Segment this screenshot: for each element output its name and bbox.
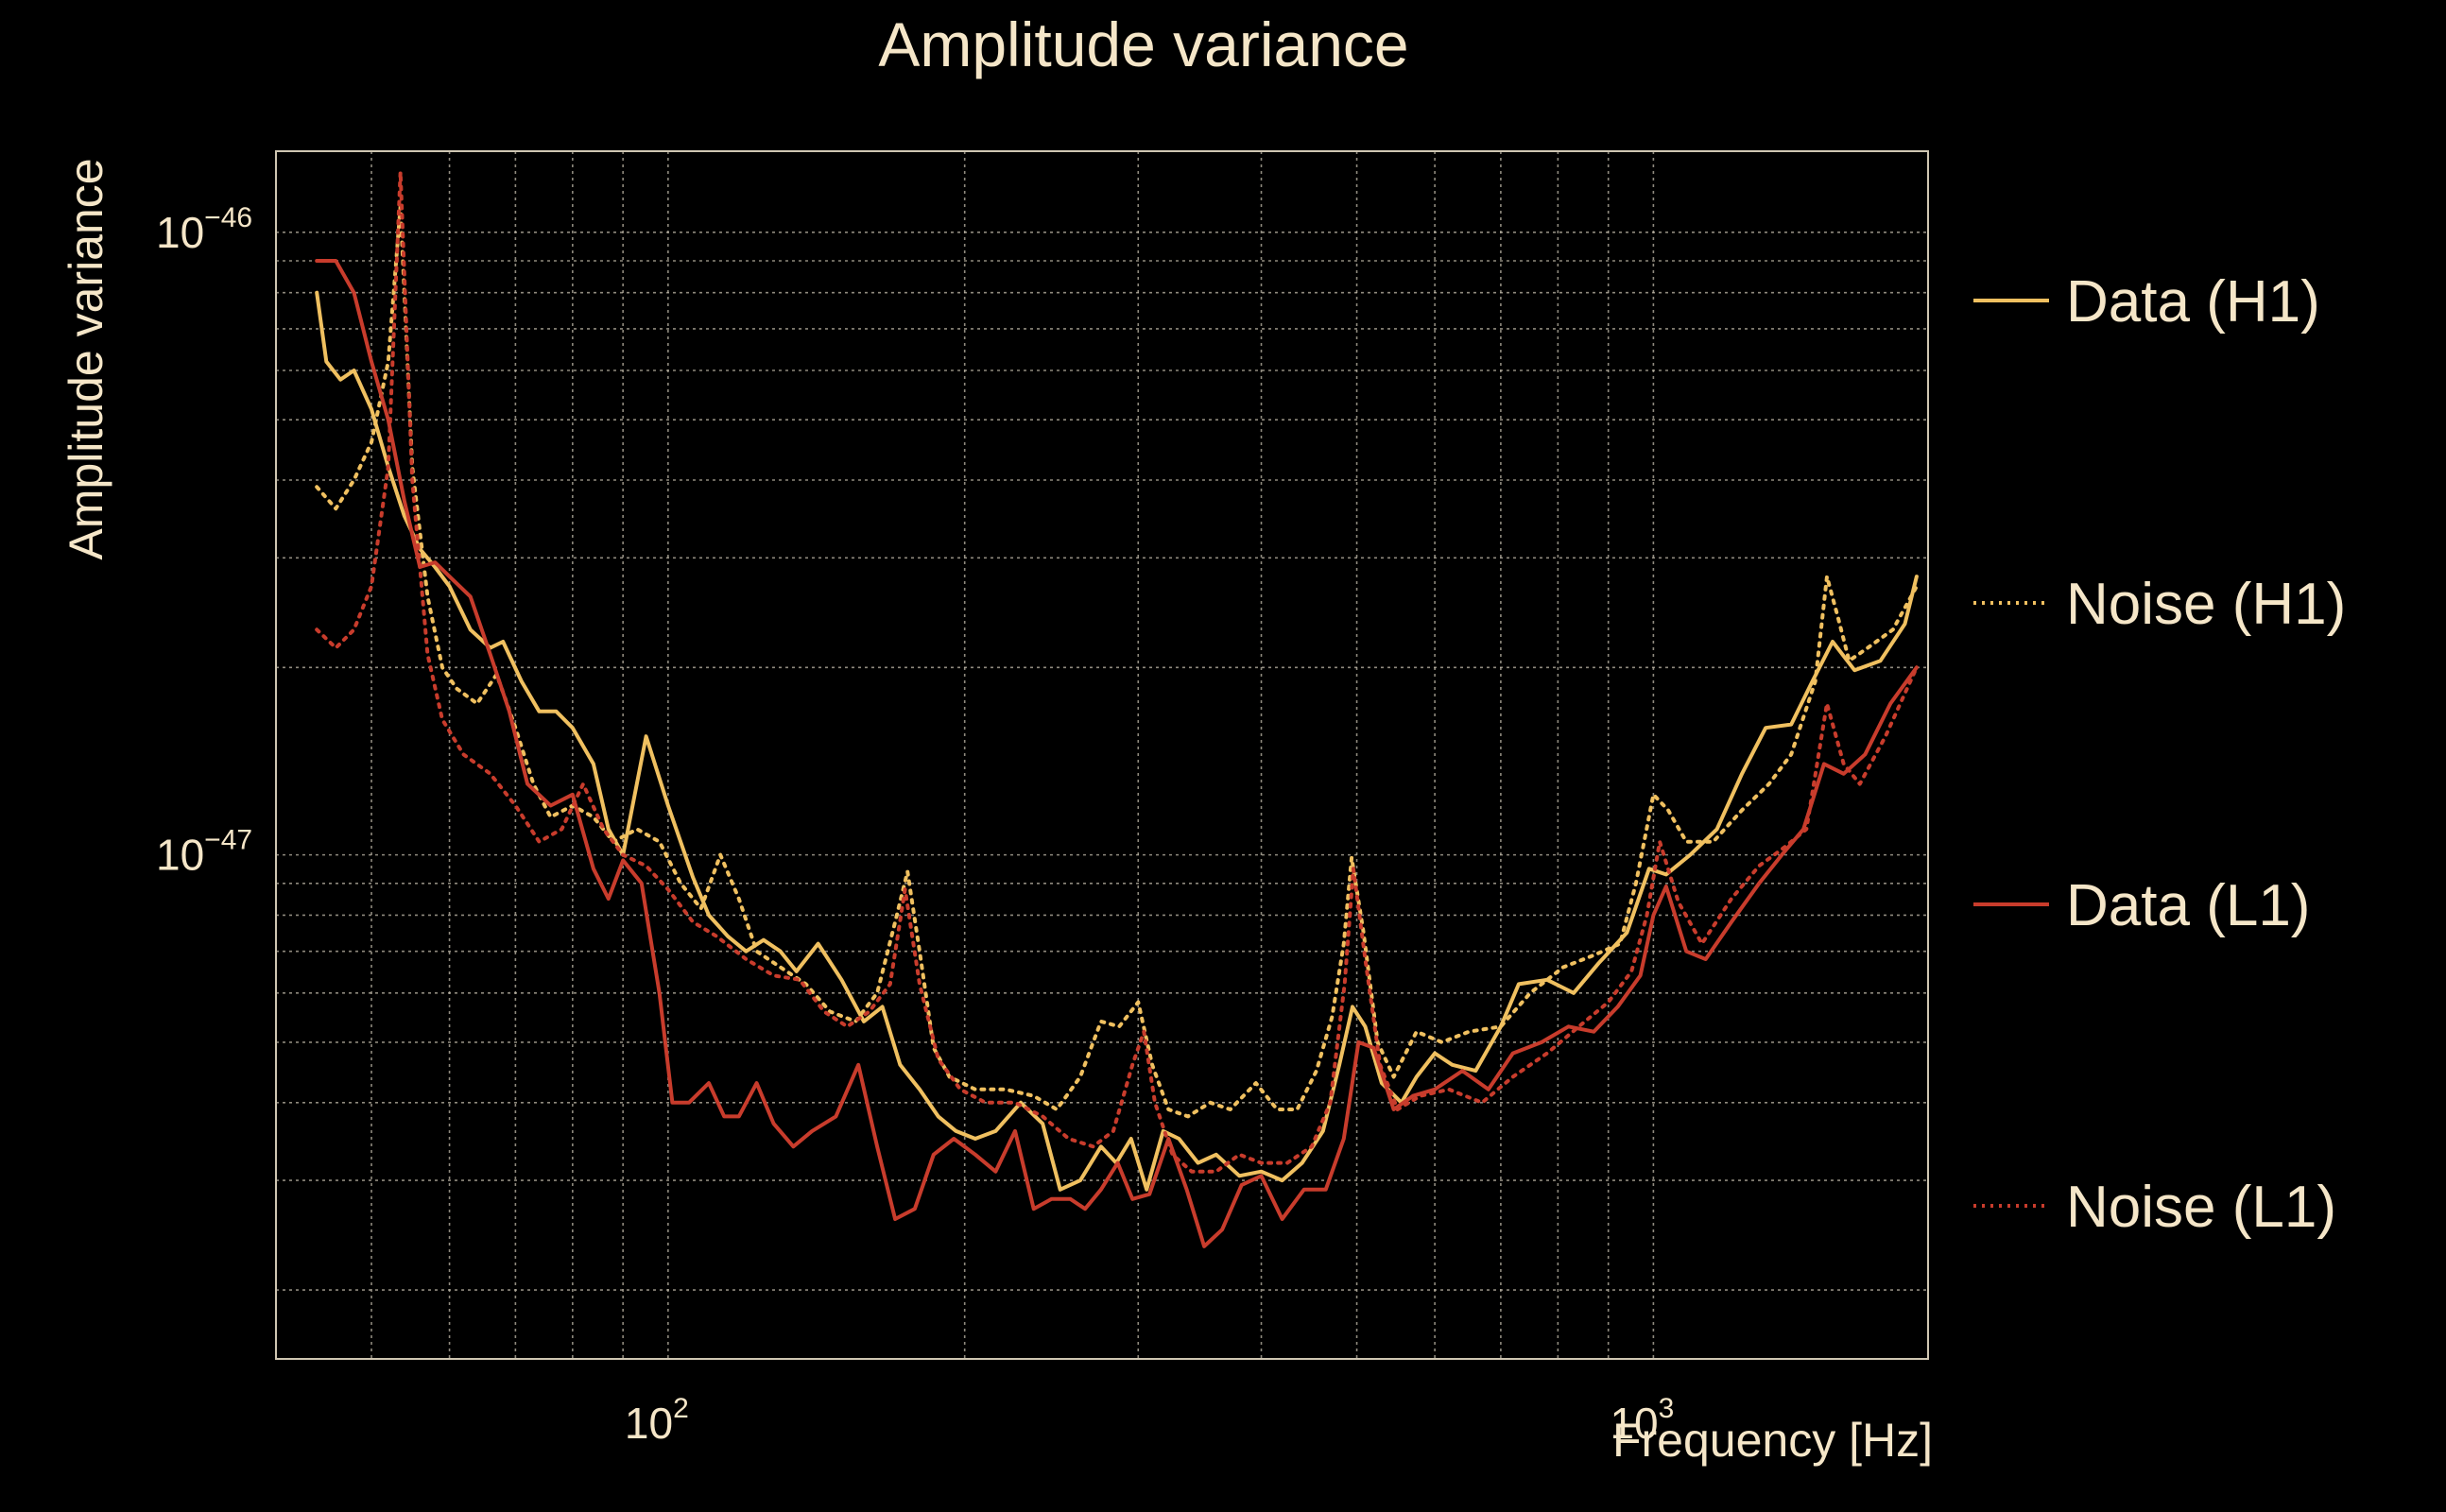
y-axis-label: Amplitude variance xyxy=(60,158,112,559)
series-lines xyxy=(315,170,1919,1248)
series-line-3 xyxy=(315,259,1919,1248)
series-line-1 xyxy=(315,290,1919,1192)
grid xyxy=(275,151,1928,1359)
legend-label: Data (L1) xyxy=(2066,873,2310,938)
chart-title: Amplitude variance xyxy=(878,9,1408,79)
legend-label: Noise (H1) xyxy=(2066,572,2346,637)
legend-label: Data (H1) xyxy=(2066,269,2320,335)
series-line-4 xyxy=(315,170,1919,1174)
y-tick-label: 10−47 xyxy=(156,825,252,880)
legend: Data (H1) Noise (H1) Data (L1) Noise (L1) xyxy=(1973,269,2346,1240)
plot-frame xyxy=(275,150,1929,1360)
legend-label: Noise (L1) xyxy=(2066,1175,2336,1240)
x-tick-label: 102 xyxy=(625,1393,689,1448)
x-axis-label: Frequency [Hz] xyxy=(1612,1414,1933,1467)
